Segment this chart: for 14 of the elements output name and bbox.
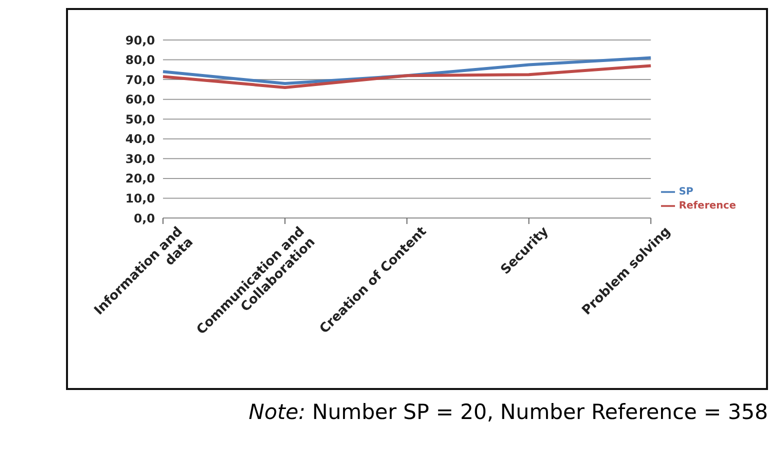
- y-tick-label: 0,0: [134, 211, 155, 226]
- y-tick-label: 30,0: [125, 152, 155, 166]
- y-tick-label: 90,0: [125, 33, 155, 48]
- y-tick-label: 60,0: [125, 92, 155, 107]
- y-tick-label: 20,0: [125, 172, 155, 186]
- y-tick-label: 10,0: [125, 191, 155, 206]
- line-series: [162, 64, 652, 89]
- legend-label: SP: [678, 186, 694, 198]
- y-tick-label: 70,0: [125, 72, 155, 87]
- legend-label: Reference: [678, 200, 736, 212]
- text: Note: Number SP = 20, Number Reference = 358: [248, 400, 768, 424]
- y-tick-label: 50,0: [125, 112, 155, 126]
- y-tick-label: 40,0: [125, 132, 155, 146]
- y-tick-label: 80,0: [125, 53, 155, 68]
